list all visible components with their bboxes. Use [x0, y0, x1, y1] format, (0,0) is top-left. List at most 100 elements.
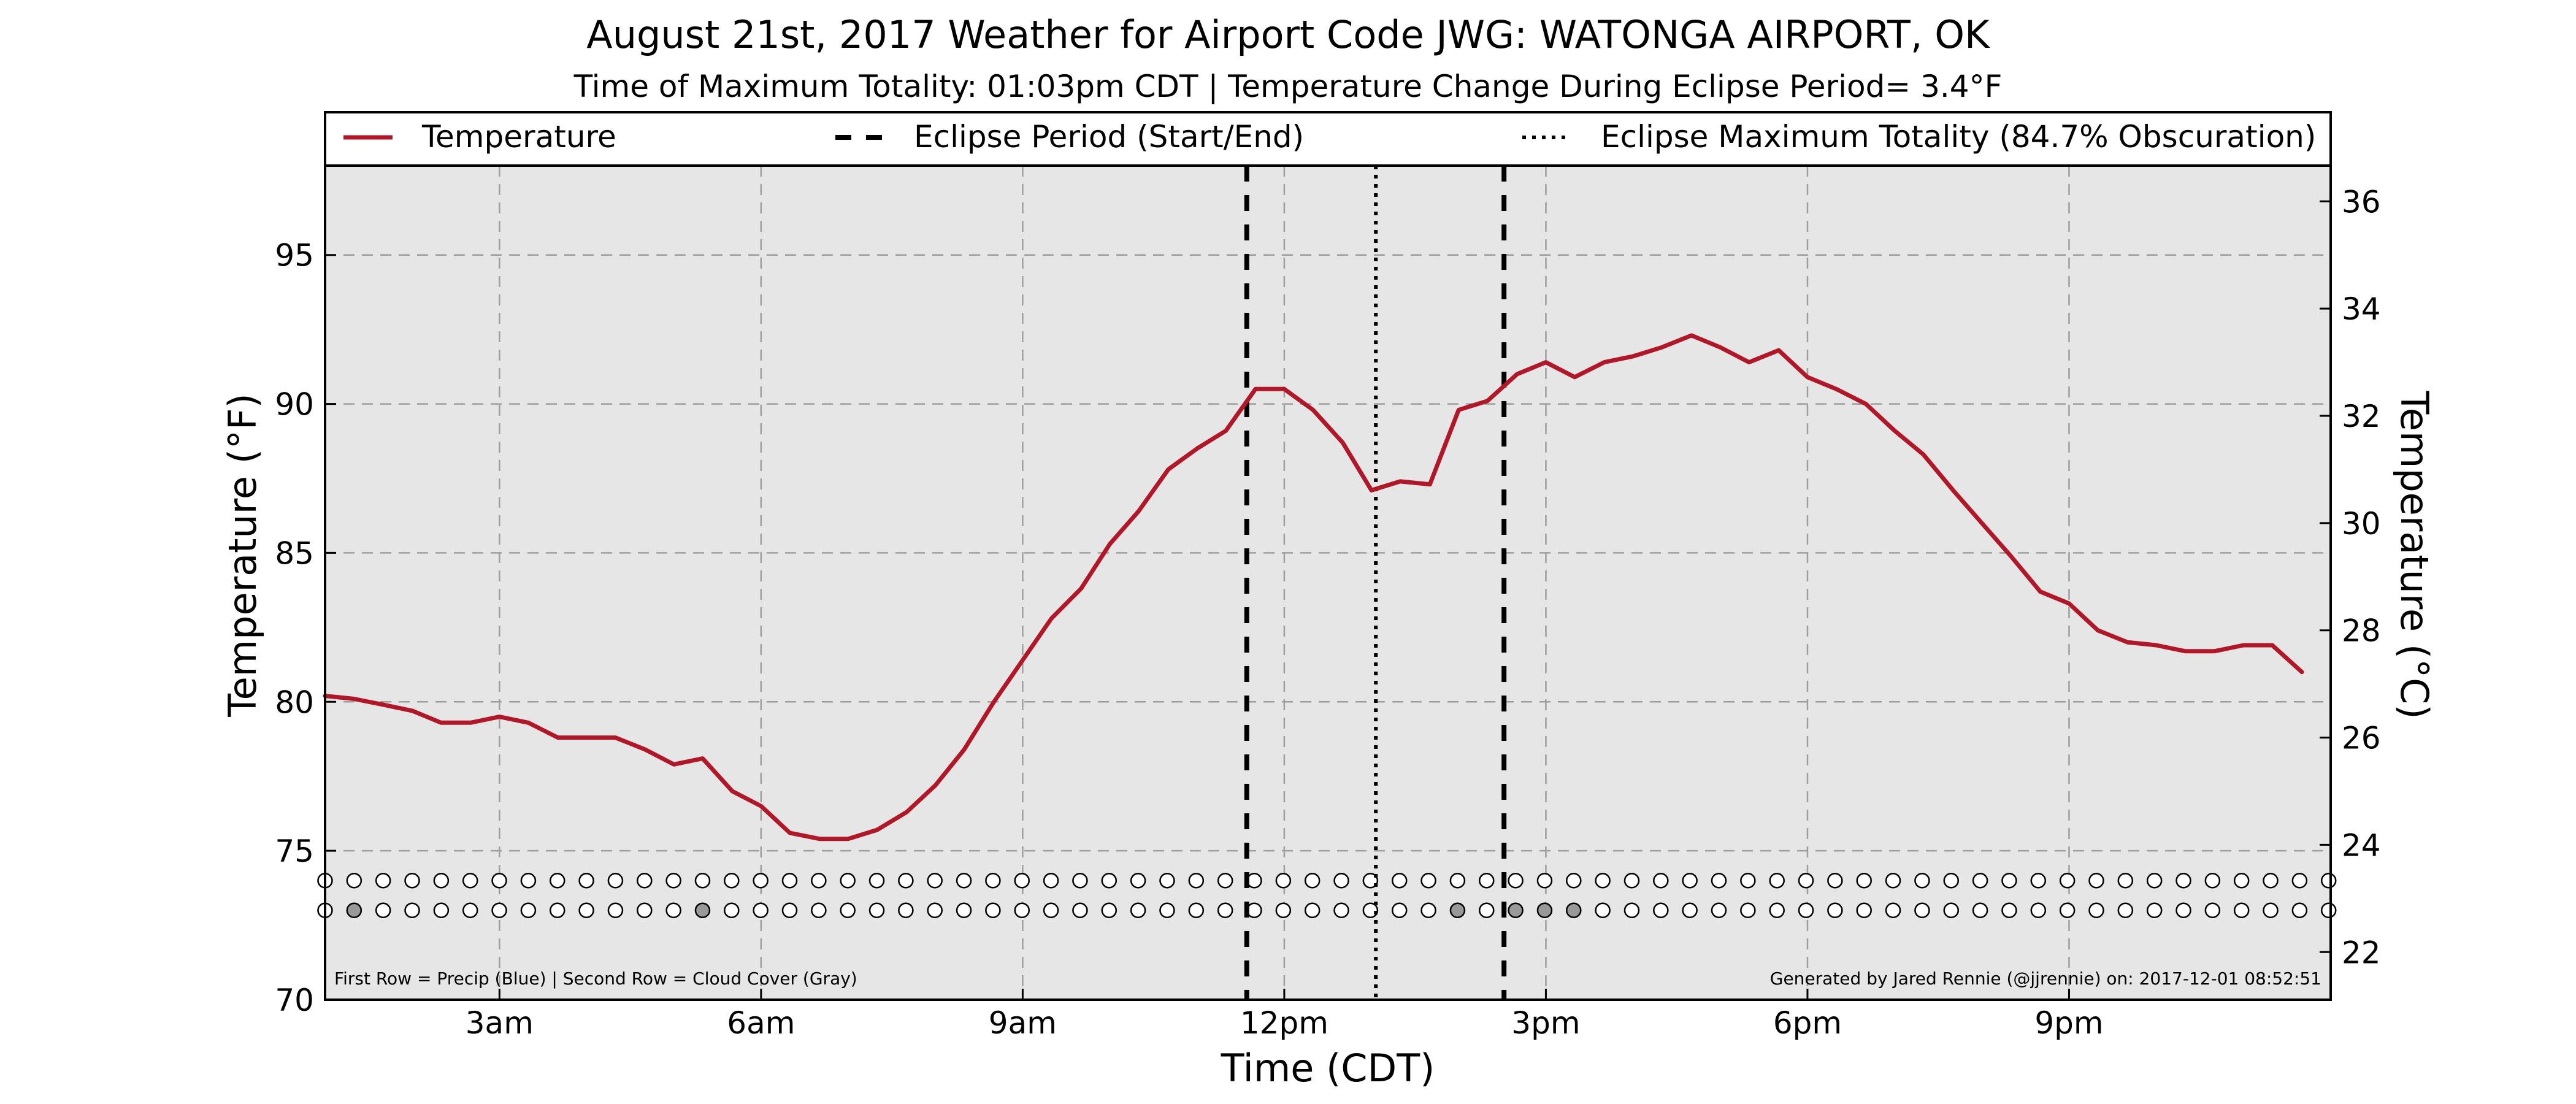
y-tick-label: 90: [275, 387, 314, 423]
footnote-right: Generated by Jared Rennie (@jjrennie) on…: [1770, 968, 2321, 989]
precip-indicator: [550, 872, 565, 889]
cloud-cover-indicator: [1711, 902, 1727, 919]
y-right-tick-label: 34: [2342, 291, 2381, 327]
precip-indicator: [1682, 872, 1698, 889]
x-tick-label: 12pm: [1240, 1005, 1328, 1041]
x-tick-label: 3am: [466, 1005, 534, 1041]
cloud-cover-indicator: [724, 902, 740, 919]
cloud-cover-indicator: [2320, 902, 2337, 919]
precip-indicator: [2204, 872, 2221, 889]
x-tick-label: 6am: [727, 1005, 795, 1041]
cloud-cover-indicator: [1566, 902, 1582, 919]
cloud-cover-indicator: [898, 902, 914, 919]
y-tick-label: 70: [275, 983, 314, 1018]
precip-indicator: [2117, 872, 2134, 889]
cloud-cover-indicator: [2030, 902, 2047, 919]
cloud-cover-indicator: [1449, 902, 1466, 919]
precip-indicator: [491, 872, 507, 889]
cloud-cover-indicator: [753, 902, 769, 919]
precip-indicator: [433, 872, 450, 889]
cloud-cover-indicator: [840, 902, 856, 919]
cloud-cover-indicator: [346, 902, 362, 919]
legend-eclipse-max-label: Eclipse Maximum Totality (84.7% Obscurat…: [1601, 119, 2316, 155]
precip-indicator: [1479, 872, 1495, 889]
y-right-tick-label: 24: [2342, 827, 2381, 863]
cloud-cover-indicator: [1246, 902, 1262, 919]
precip-indicator: [375, 872, 391, 889]
y-axis-ticks: 70 75 80 85 90 95: [275, 238, 336, 1018]
precip-indicator: [1508, 872, 1524, 889]
precip-indicator: [927, 872, 943, 889]
cloud-cover-indicator: [2233, 902, 2250, 919]
cloud-cover-indicator: [956, 902, 972, 919]
precip-indicator: [1246, 872, 1262, 889]
precip-indicator: [2291, 872, 2308, 889]
x-axis-label: Time (CDT): [1221, 1046, 1435, 1091]
cloud-cover-indicator: [2204, 902, 2221, 919]
precip-indicator: [1420, 872, 1436, 889]
precip-indicator: [753, 872, 769, 889]
legend-temperature-label: Temperature: [421, 119, 616, 155]
precip-indicator: [520, 872, 537, 889]
precip-indicator: [1391, 872, 1408, 889]
precip-indicator: [1827, 872, 1843, 889]
cloud-cover-indicator: [1479, 902, 1495, 919]
cloud-cover-indicator: [1623, 902, 1640, 919]
y-tick-label: 85: [275, 535, 314, 571]
cloud-cover-indicator: [1856, 902, 1872, 919]
y-axis-right-label: Temperature (°C): [2392, 390, 2437, 719]
y-tick-label: 95: [275, 238, 314, 274]
x-tick-label: 9am: [989, 1005, 1057, 1041]
cloud-cover-indicator: [1595, 902, 1611, 919]
cloud-cover-indicator: [1508, 902, 1524, 919]
precip-indicator: [898, 872, 914, 889]
y-right-tick-label: 36: [2342, 184, 2381, 220]
y-right-tick-label: 32: [2342, 399, 2381, 434]
cloud-cover-indicator: [578, 902, 594, 919]
cloud-cover-indicator: [2117, 902, 2134, 919]
cloud-cover-indicator: [1130, 902, 1146, 919]
grid-lines: [325, 166, 2331, 1000]
precip-indicator: [2263, 872, 2279, 889]
precip-indicator: [1449, 872, 1466, 889]
precip-indicator: [1072, 872, 1088, 889]
plot-area: [325, 166, 2331, 1000]
precip-indicator: [1769, 872, 1785, 889]
cloud-cover-indicator: [1391, 902, 1408, 919]
precip-indicator: [1711, 872, 1727, 889]
chart-title: August 21st, 2017 Weather for Airport Co…: [586, 12, 1990, 57]
cloud-cover-indicator: [1217, 902, 1233, 919]
cloud-cover-indicator: [1885, 902, 1901, 919]
precip-indicator: [840, 872, 856, 889]
precip-indicator: [956, 872, 972, 889]
cloud-cover-indicator: [491, 902, 507, 919]
precip-indicator: [2320, 872, 2337, 889]
cloud-cover-indicator: [694, 902, 711, 919]
chart-subtitle: Time of Maximum Totality: 01:03pm CDT | …: [573, 69, 2003, 104]
precip-indicator: [1159, 872, 1175, 889]
precip-indicator: [1566, 872, 1582, 889]
cloud-cover-indicator: [433, 902, 450, 919]
precip-indicator: [811, 872, 827, 889]
cloud-cover-indicator: [1014, 902, 1030, 919]
cloud-cover-indicator: [550, 902, 565, 919]
cloud-cover-indicator: [1740, 902, 1756, 919]
precip-indicator: [1101, 872, 1117, 889]
legend-box: [324, 111, 2332, 167]
legend-eclipse-period-label: Eclipse Period (Start/End): [914, 119, 1304, 155]
precip-indicator: [637, 872, 653, 889]
y-tick-label: 75: [275, 834, 314, 869]
cloud-cover-indicator: [1827, 902, 1843, 919]
eclipse-lines: [1244, 166, 1507, 1000]
precip-indicator: [607, 872, 624, 889]
cloud-cover-indicator: [1769, 902, 1785, 919]
precip-indicator: [694, 872, 711, 889]
cloud-cover-indicator: [1043, 902, 1059, 919]
cloud-cover-indicator: [607, 902, 624, 919]
precip-indicator: [1304, 872, 1321, 889]
x-tick-label: 3pm: [1511, 1005, 1580, 1041]
precip-indicator: [1333, 872, 1349, 889]
cloud-cover-indicator: [1943, 902, 1960, 919]
precip-indicator: [1885, 872, 1901, 889]
precip-indicator: [2030, 872, 2047, 889]
